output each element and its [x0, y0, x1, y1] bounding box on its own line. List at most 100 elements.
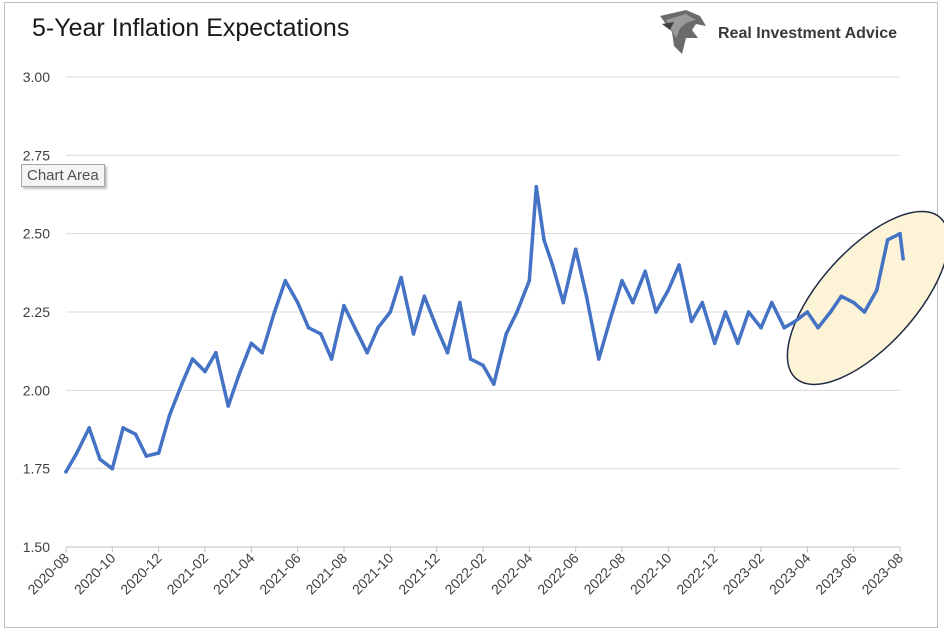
data-point	[87, 426, 91, 430]
data-point	[376, 325, 380, 330]
x-tick-label: 2020-12	[117, 550, 165, 598]
x-tick-label: 2023-06	[812, 550, 860, 598]
data-point	[901, 256, 905, 261]
data-point	[862, 310, 867, 314]
data-point	[481, 363, 485, 368]
highlight-ellipse	[786, 210, 944, 386]
data-point	[723, 310, 728, 314]
data-point	[527, 278, 532, 283]
x-tick-label: 2021-04	[210, 550, 258, 598]
data-point	[190, 357, 195, 361]
data-point	[98, 457, 102, 462]
data-point	[121, 426, 125, 430]
data-point	[226, 404, 230, 408]
x-tick-label: 2021-12	[395, 550, 443, 598]
data-point	[388, 310, 393, 314]
y-tick-label: 2.25	[23, 304, 50, 320]
data-point	[805, 310, 810, 314]
data-point	[365, 350, 370, 355]
data-point	[214, 350, 218, 355]
data-point	[793, 319, 797, 324]
y-tick-label: 3.00	[23, 69, 50, 85]
data-point	[542, 238, 546, 242]
data-point	[75, 451, 79, 455]
data-point	[561, 300, 566, 305]
data-point	[597, 357, 601, 361]
y-tick-label: 2.75	[23, 147, 50, 163]
data-point	[458, 300, 462, 305]
data-point	[746, 310, 751, 314]
data-point	[329, 357, 334, 361]
data-point	[631, 300, 635, 305]
x-tick-label: 2020-10	[71, 550, 119, 598]
data-point	[411, 332, 416, 336]
y-tick-label: 2.50	[23, 226, 50, 242]
data-point	[759, 325, 763, 330]
data-point	[156, 451, 161, 455]
data-point	[64, 470, 68, 474]
chart-title: 5-Year Inflation Expectations	[32, 14, 350, 42]
x-tick-label: 2022-12	[673, 550, 721, 598]
data-point	[434, 325, 439, 330]
data-point	[620, 278, 624, 283]
chart-area-tooltip: Chart Area	[21, 164, 105, 187]
data-point	[851, 300, 856, 305]
data-point	[110, 466, 115, 471]
data-point	[782, 325, 786, 330]
x-tick-label: 2023-08	[858, 550, 906, 598]
data-point	[607, 319, 612, 324]
data-point	[445, 350, 450, 355]
x-tick-label: 2021-10	[349, 550, 397, 598]
data-point	[700, 300, 705, 305]
data-point	[677, 263, 681, 267]
data-point	[770, 300, 774, 305]
x-tick-label: 2021-06	[256, 550, 304, 598]
series-line	[64, 184, 905, 474]
data-point	[654, 310, 658, 314]
data-point	[885, 238, 890, 242]
data-point	[237, 372, 241, 377]
x-tick-label: 2022-04	[488, 550, 536, 598]
y-tick-label: 1.50	[23, 539, 50, 555]
data-point	[283, 278, 288, 283]
data-point	[422, 294, 427, 299]
data-point	[260, 350, 264, 355]
x-tick-label: 2023-04	[766, 550, 814, 598]
x-tick-label: 2022-10	[627, 550, 675, 598]
data-point	[167, 413, 172, 418]
logo-text: Real Investment Advice	[718, 25, 898, 42]
y-tick-label: 2.00	[23, 382, 50, 398]
data-point	[643, 269, 647, 274]
data-point	[816, 325, 820, 330]
data-point	[249, 341, 254, 346]
data-point	[898, 231, 902, 236]
data-point	[203, 369, 207, 374]
data-point	[180, 382, 184, 386]
data-point	[712, 341, 717, 346]
chart-frame	[4, 2, 938, 628]
x-tick-label: 2021-02	[163, 550, 211, 598]
data-point	[689, 319, 694, 324]
data-point	[828, 310, 833, 314]
data-point	[468, 357, 473, 361]
data-point	[666, 288, 671, 292]
data-point	[306, 325, 311, 330]
data-point	[272, 310, 277, 314]
data-point	[133, 432, 138, 437]
x-tick-label: 2022-08	[580, 550, 628, 598]
data-point	[875, 288, 879, 292]
data-point	[573, 247, 578, 252]
x-tick-label: 2023-02	[719, 550, 767, 598]
data-point	[584, 294, 589, 299]
x-tick-label: 2022-02	[441, 550, 489, 598]
data-point	[534, 184, 539, 189]
x-tick-label: 2021-08	[302, 550, 350, 598]
x-tick-label: 2020-08	[24, 550, 72, 598]
data-point	[319, 332, 323, 336]
data-point	[504, 332, 509, 336]
data-point	[144, 454, 149, 458]
data-point	[550, 263, 555, 267]
eagle-head-icon	[660, 10, 706, 54]
y-tick-label: 1.75	[23, 461, 50, 477]
